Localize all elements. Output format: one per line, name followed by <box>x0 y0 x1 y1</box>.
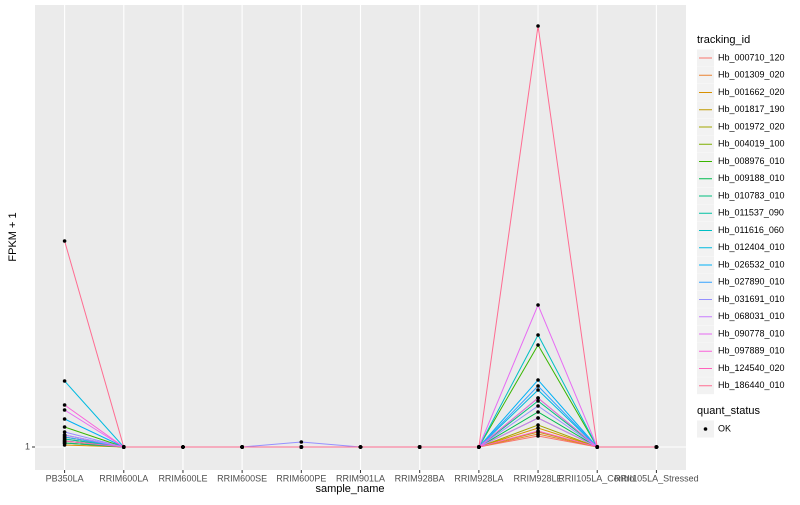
legend-label: Hb_009188_010 <box>718 173 785 183</box>
legend-label: Hb_001817_190 <box>718 104 785 114</box>
data-point <box>595 445 600 449</box>
legend-label: Hb_000710_120 <box>718 52 785 62</box>
legend-label: Hb_001662_020 <box>718 87 785 97</box>
data-point <box>654 445 659 449</box>
data-point <box>536 399 540 403</box>
legend-label: Hb_004019_100 <box>718 139 785 149</box>
x-tick-label: RRIM928BA <box>395 473 445 483</box>
legend-swatch <box>703 427 708 431</box>
data-point <box>121 445 126 449</box>
legend-title: tracking_id <box>697 34 750 46</box>
legend-label: Hb_031691_010 <box>718 294 785 304</box>
legend-label: Hb_068031_010 <box>718 311 785 321</box>
legend-label: Hb_001972_020 <box>718 121 785 131</box>
x-tick-label: PB350LA <box>46 473 84 483</box>
x-tick-label: RRIM928LE <box>514 473 563 483</box>
data-point <box>417 445 422 449</box>
legend-label: Hb_001309_020 <box>718 70 785 80</box>
data-point <box>62 379 67 383</box>
x-tick-label: RRIM600LA <box>99 473 148 483</box>
legend-label: Hb_097889_010 <box>718 346 785 356</box>
x-tick-label: RRIM928LA <box>454 473 503 483</box>
legend-label: OK <box>718 423 731 433</box>
data-point <box>536 333 540 337</box>
x-tick-label: RRIM600SE <box>217 473 267 483</box>
data-point <box>299 440 304 444</box>
data-point <box>62 417 67 421</box>
legend-title: quant_status <box>697 405 760 417</box>
legend-label: Hb_026532_010 <box>718 259 785 269</box>
data-point <box>62 430 67 434</box>
data-point <box>62 239 67 243</box>
data-point <box>240 445 244 449</box>
data-point <box>62 408 67 412</box>
data-point <box>62 425 67 429</box>
data-point <box>181 445 185 449</box>
data-point <box>536 24 540 28</box>
data-point <box>299 445 304 449</box>
legend-label: Hb_090778_010 <box>718 328 785 338</box>
legend-label: Hb_012404_010 <box>718 242 785 252</box>
y-axis-label: FPKM + 1 <box>7 212 19 261</box>
data-point <box>536 388 540 392</box>
legend-label: Hb_186440_010 <box>718 380 785 390</box>
data-point <box>536 410 540 414</box>
data-point <box>536 404 540 408</box>
x-tick-label: RRII105LA_Stressed <box>614 473 699 483</box>
data-point <box>536 423 540 427</box>
x-tick-label: RRIM600LE <box>158 473 207 483</box>
data-point <box>477 445 481 449</box>
data-point <box>536 416 540 420</box>
data-point <box>536 426 540 430</box>
legend-label: Hb_027890_010 <box>718 277 785 287</box>
data-point <box>62 403 67 407</box>
data-point <box>536 429 540 433</box>
data-point <box>536 303 540 307</box>
data-point <box>62 439 67 443</box>
x-axis-label: sample_name <box>315 483 384 495</box>
legend-label: Hb_010783_010 <box>718 190 785 200</box>
x-tick-label: RRIM600PE <box>276 473 326 483</box>
data-point <box>358 445 363 449</box>
data-point <box>536 343 540 347</box>
data-point <box>536 378 540 382</box>
y-tick-label: 1 <box>25 441 30 451</box>
legend-label: Hb_011616_060 <box>718 225 784 235</box>
data-point <box>62 433 67 437</box>
legend-label: Hb_124540_020 <box>718 363 785 373</box>
x-tick-label: RRII105LA_Control <box>558 473 636 483</box>
data-point <box>536 396 540 400</box>
data-point <box>536 384 540 388</box>
legend-label: Hb_008976_010 <box>718 156 785 166</box>
x-tick-label: RRIM901LA <box>336 473 385 483</box>
legend-label: Hb_011537_090 <box>718 208 784 218</box>
